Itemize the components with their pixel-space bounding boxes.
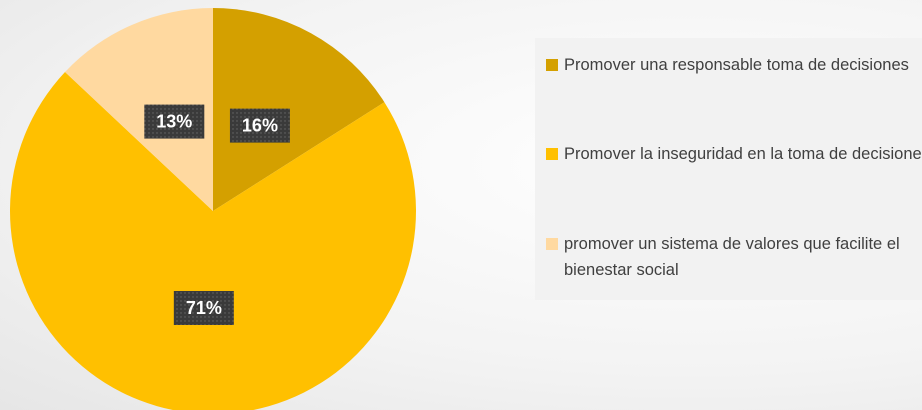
data-label: 71%	[186, 298, 222, 318]
legend-swatch	[546, 148, 558, 160]
legend-item: Promover una responsable toma de decisio…	[546, 52, 922, 78]
legend-item: Promover la inseguridad en la toma de de…	[546, 141, 922, 167]
data-label-box	[173, 291, 234, 326]
legend-swatch	[546, 59, 558, 71]
legend-swatch	[546, 238, 558, 250]
legend-label: Promover la inseguridad en la toma de de…	[564, 145, 922, 163]
data-label: 13%	[156, 111, 192, 131]
data-label-box	[144, 104, 205, 139]
legend-item: promover un sistema de valores que facil…	[546, 231, 922, 283]
data-label-box	[229, 108, 290, 143]
legend-label: Promover una responsable toma de decisio…	[564, 56, 909, 74]
pie-slice	[213, 8, 385, 211]
data-label: 16%	[242, 115, 278, 135]
pie-slice	[10, 72, 416, 410]
legend-label: promover un sistema de valores que facil…	[564, 235, 900, 279]
pie-slice	[65, 8, 213, 211]
legend: Promover una responsable toma de decisio…	[535, 38, 922, 300]
